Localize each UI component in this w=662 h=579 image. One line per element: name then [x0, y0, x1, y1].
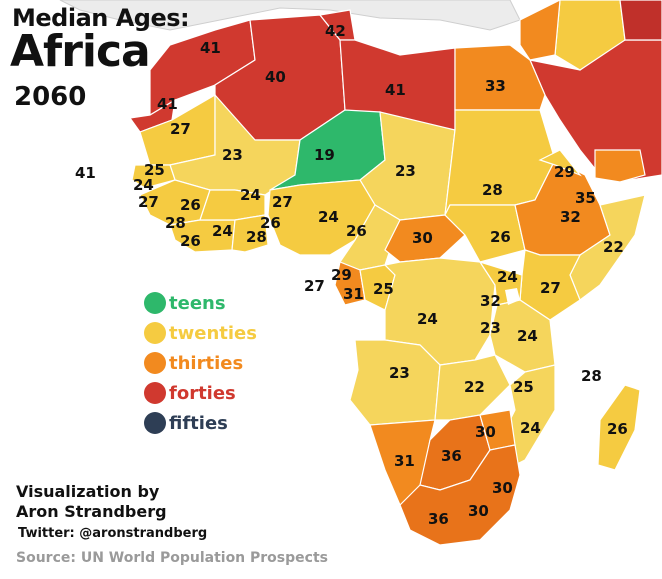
madagascar-region — [597, 384, 641, 471]
map-label: 27 — [540, 279, 561, 297]
map-label: 24 — [318, 208, 339, 226]
map-label: 41 — [157, 95, 178, 113]
map-label: 41 — [200, 39, 221, 57]
map-label: 27 — [138, 193, 159, 211]
map-label: 31 — [343, 285, 364, 303]
map-label: 30 — [492, 479, 513, 497]
lake-victoria — [505, 288, 520, 305]
credit-line-2: Aron Strandberg — [16, 502, 167, 521]
map-label: 42 — [325, 22, 346, 40]
map-label: 28 — [165, 214, 186, 232]
legend-swatch — [144, 382, 166, 404]
iran-region — [619, 0, 662, 41]
south-africa-region — [399, 444, 521, 546]
map-label: 22 — [603, 238, 624, 256]
map-label: 25 — [373, 280, 394, 298]
map-label: 26 — [180, 232, 201, 250]
legend: teens twenties thirties forties fifties — [144, 288, 257, 438]
ghana-region — [231, 214, 269, 253]
map-label: 36 — [441, 447, 462, 465]
middle-east-orange — [519, 0, 561, 61]
legend-swatch — [144, 352, 166, 374]
legend-label: teens — [169, 292, 226, 314]
map-label: 27 — [170, 120, 191, 138]
map-label: 26 — [346, 222, 367, 240]
legend-item: teens — [144, 288, 257, 318]
title-line-2: Africa — [10, 26, 151, 77]
map-label: 24 — [212, 222, 233, 240]
map-label: 32 — [560, 208, 581, 226]
map-number-labels: 42 41 40 41 33 41 27 23 19 23 28 29 35 3… — [75, 22, 628, 528]
eritrea-region — [538, 149, 582, 177]
legend-item: thirties — [144, 348, 257, 378]
legend-label: twenties — [169, 322, 257, 344]
map-label: 29 — [331, 266, 352, 284]
legend-item: forties — [144, 378, 257, 408]
map-label: 24 — [520, 419, 541, 437]
legend-swatch — [144, 322, 166, 344]
zambia-region — [434, 354, 511, 421]
credit-line-1: Visualization by — [16, 482, 160, 501]
map-label: 23 — [480, 319, 501, 337]
map-label: 28 — [581, 367, 602, 385]
nigeria-region — [267, 179, 376, 256]
legend-item: fifties — [144, 408, 257, 438]
title-line-1: Median Ages: — [12, 4, 190, 32]
western-sahara-region — [128, 98, 176, 133]
map-label: 25 — [513, 378, 534, 396]
map-label: 28 — [246, 228, 267, 246]
legend-label: thirties — [169, 352, 244, 374]
credit-twitter: Twitter: @aronstrandberg — [18, 526, 208, 541]
map-label: 26 — [180, 196, 201, 214]
map-label: 35 — [575, 189, 596, 207]
map-label: 19 — [314, 146, 335, 164]
map-label: 22 — [464, 378, 485, 396]
credit-source: Source: UN World Population Prospects — [16, 550, 328, 566]
legend-item: twenties — [144, 318, 257, 348]
legend-swatch — [144, 292, 166, 314]
map-label: 41 — [385, 81, 406, 99]
map-label: 27 — [272, 193, 293, 211]
legend-swatch — [144, 412, 166, 434]
legend-label: forties — [169, 382, 236, 404]
title-line-3: 2060 — [14, 82, 87, 112]
map-label: 24 — [240, 186, 261, 204]
angola-region — [349, 339, 441, 426]
map-label: 26 — [260, 214, 281, 232]
map-label: 27 — [304, 277, 325, 295]
map-label: 33 — [485, 77, 506, 95]
legend-label: fifties — [169, 412, 228, 434]
map-label: 31 — [394, 452, 415, 470]
map-label: 23 — [389, 364, 410, 382]
yemen-region — [594, 149, 646, 183]
map-label: 24 — [133, 176, 154, 194]
map-label: 36 — [428, 510, 449, 528]
gabon-region — [334, 261, 366, 306]
map-label: 32 — [480, 292, 501, 310]
map-label: 24 — [497, 268, 518, 286]
map-label: 30 — [412, 229, 433, 247]
map-label: 23 — [222, 146, 243, 164]
map-label: 30 — [468, 502, 489, 520]
map-label: 28 — [482, 181, 503, 199]
map-label: 40 — [265, 68, 286, 86]
map-label: 41 — [75, 164, 96, 182]
senegal-region — [131, 164, 176, 189]
map-label: 29 — [554, 163, 575, 181]
map-label: 26 — [490, 228, 511, 246]
map-label: 23 — [395, 162, 416, 180]
map-label: 30 — [475, 423, 496, 441]
map-label: 24 — [517, 327, 538, 345]
map-label: 26 — [607, 420, 628, 438]
map-label: 24 — [417, 310, 438, 328]
map-label: 25 — [144, 161, 165, 179]
